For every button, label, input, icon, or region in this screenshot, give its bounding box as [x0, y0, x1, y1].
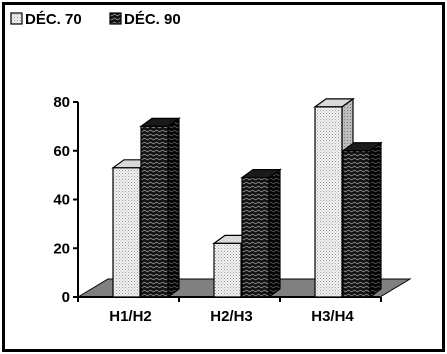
chart: DÉC. 70 DÉC. 90 0 20 40 60 80 H1/H2 H2/H3 H3/H… — [10, 11, 412, 325]
y-tick-label: 0 — [62, 289, 70, 306]
bar-side — [369, 141, 382, 299]
y-tick-label: 40 — [53, 192, 70, 209]
legend-swatch-dec70 — [10, 12, 23, 25]
bar-front — [112, 167, 141, 298]
y-tick-label: 60 — [53, 143, 70, 160]
legend-swatch-dec90 — [109, 12, 122, 25]
category-label: H2/H3 — [210, 308, 253, 325]
legend: DÉC. 70 DÉC. 90 — [10, 11, 181, 28]
bar-front — [342, 150, 371, 298]
category-labels: H1/H2 H2/H3 H3/H4 — [109, 308, 354, 325]
category-label: H1/H2 — [109, 308, 152, 325]
bar-front — [140, 125, 169, 298]
bar-side — [268, 168, 281, 299]
y-tick-label: 80 — [53, 94, 70, 111]
y-tick-label: 20 — [53, 240, 70, 257]
chart-frame: DÉC. 70 DÉC. 90 0 20 40 60 80 H1/H2 H2/H3 H3/H… — [2, 2, 445, 352]
y-axis-ticks: 0 20 40 60 80 — [53, 94, 78, 306]
bar — [139, 117, 181, 299]
legend-label-dec90: DÉC. 90 — [124, 11, 181, 28]
bar-front — [213, 242, 242, 298]
bar — [240, 168, 282, 299]
x-axis-ticks — [77, 297, 382, 302]
bar-side — [167, 117, 180, 299]
bars — [111, 97, 383, 299]
bar-front — [241, 176, 270, 298]
category-label: H3/H4 — [311, 308, 354, 325]
legend-label-dec70: DÉC. 70 — [25, 11, 82, 28]
bar — [341, 141, 383, 299]
bar-front — [314, 106, 343, 298]
